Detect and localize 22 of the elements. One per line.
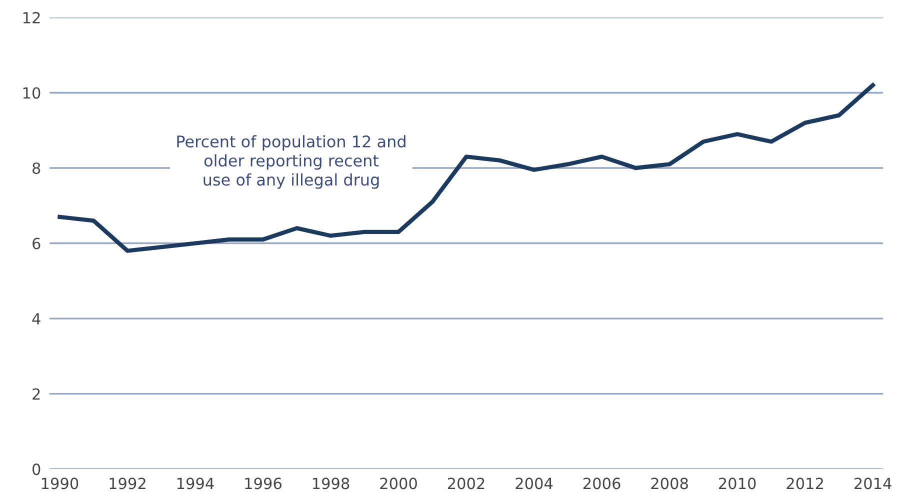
y-tick-label: 0: [32, 464, 40, 476]
x-tick-label: 2004: [516, 478, 553, 490]
x-tick-label: 1994: [177, 478, 214, 490]
x-tick-label: 2002: [448, 478, 484, 490]
y-tick-label: 10: [23, 87, 40, 99]
y-tick-label: 12: [23, 12, 40, 24]
x-tick-label: 2008: [651, 478, 688, 490]
x-tick-label: 1996: [245, 478, 282, 490]
y-tick-label: 4: [32, 313, 40, 324]
x-tick-label: 2010: [718, 478, 756, 490]
x-tick-label: 2014: [854, 478, 892, 490]
annotation: Percent of population 12 and older reporting recent use of any illegal drug: [177, 135, 406, 189]
y-tick-label: 6: [32, 238, 40, 250]
x-tick-label: 1998: [312, 478, 350, 490]
line-series: [58, 83, 875, 253]
x-tick-label: 2006: [583, 478, 620, 490]
x-tick-label: 1992: [110, 478, 146, 490]
x-tick-label: 1990: [42, 478, 78, 490]
x-tick-label: 2012: [786, 478, 823, 490]
y-tick-label: 8: [32, 162, 40, 174]
x-tick-label: 2000: [380, 478, 417, 490]
y-tick-label: 2: [32, 388, 40, 400]
